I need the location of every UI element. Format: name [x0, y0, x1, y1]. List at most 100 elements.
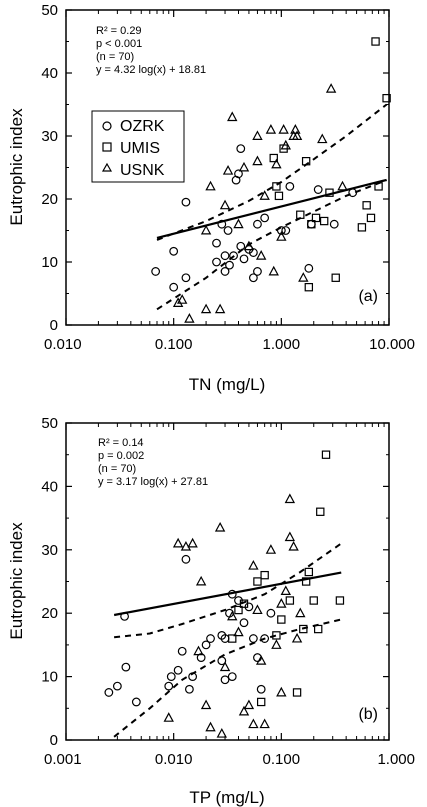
- point-usnk: [252, 130, 263, 140]
- point-usnk: [290, 124, 301, 134]
- point-usnk: [291, 632, 303, 643]
- point-usnk: [238, 705, 250, 716]
- x-tick-label: 0.100: [263, 751, 301, 768]
- point-usnk: [259, 190, 270, 200]
- point-ozrk: [131, 697, 141, 707]
- point-usnk: [216, 727, 228, 738]
- point-umis: [299, 624, 308, 634]
- point-umis: [260, 570, 269, 580]
- point-usnk: [233, 626, 244, 637]
- point-ozrk: [220, 267, 230, 276]
- point-usnk: [248, 718, 259, 729]
- x-tick-label: 1.000: [263, 336, 301, 353]
- point-ozrk: [227, 672, 237, 681]
- point-usnk: [255, 655, 267, 665]
- point-ozrk: [225, 260, 234, 270]
- point-ozrk: [253, 219, 262, 229]
- stat-p-a: p < 0.001: [96, 38, 142, 50]
- point-usnk: [317, 133, 328, 144]
- point-usnk: [187, 537, 198, 548]
- point-usnk: [278, 124, 289, 134]
- point-ozrk: [217, 656, 227, 666]
- point-ozrk: [181, 273, 191, 283]
- series-ozrk: [104, 554, 276, 707]
- point-umis: [234, 605, 243, 615]
- x-axis-label-b: TP (mg/L): [189, 788, 264, 807]
- point-usnk: [243, 699, 255, 710]
- point-ozrk: [227, 589, 237, 599]
- point-umis: [382, 93, 391, 103]
- series-usnk: [163, 493, 306, 738]
- point-ozrk: [239, 254, 249, 264]
- point-umis: [366, 213, 376, 223]
- point-umis: [256, 697, 266, 707]
- x-axis-label-a: TN (mg/L): [189, 375, 266, 394]
- legend-box: [91, 110, 185, 183]
- ci-upper-line: [113, 542, 342, 639]
- point-ozrk: [329, 219, 339, 229]
- point-umis: [301, 577, 311, 586]
- series-umis: [228, 450, 345, 707]
- stat-eq-b: y = 3.17 log(x) + 27.81: [98, 476, 208, 488]
- stat-r2-b: R² = 0.14: [98, 437, 144, 449]
- point-ozrk: [104, 688, 114, 697]
- regression-line: [113, 571, 342, 617]
- point-umis: [314, 624, 323, 634]
- point-usnk: [280, 585, 291, 596]
- y-tick-label: 0: [50, 317, 58, 334]
- stat-n-b: (n = 70): [98, 463, 136, 475]
- point-usnk: [200, 303, 212, 314]
- point-usnk: [255, 250, 267, 260]
- series-umis: [269, 37, 391, 292]
- point-umis: [357, 223, 367, 232]
- point-ozrk: [248, 634, 258, 643]
- y-axis-label-a: Eutrophic index: [7, 108, 26, 226]
- point-umis: [292, 688, 302, 697]
- point-umis: [374, 182, 383, 191]
- point-usnk: [219, 199, 231, 210]
- point-umis: [296, 210, 305, 219]
- point-usnk: [284, 531, 296, 542]
- ci-upper-line: [156, 103, 388, 241]
- point-usnk: [252, 604, 263, 615]
- point-umis: [307, 220, 316, 229]
- point-usnk: [288, 540, 299, 551]
- x-ticks-a: 0.010 0.100 1.000 10.000: [44, 10, 415, 353]
- point-usnk: [276, 686, 287, 697]
- point-usnk: [276, 231, 287, 241]
- point-usnk: [163, 712, 174, 722]
- point-usnk: [268, 265, 279, 276]
- point-usnk: [248, 559, 259, 570]
- x-tick-label: 1.000: [377, 751, 415, 768]
- point-usnk: [193, 645, 204, 656]
- point-usnk: [298, 272, 309, 282]
- point-ozrk: [248, 273, 258, 283]
- y-tick-label: 30: [41, 542, 58, 559]
- point-usnk: [280, 139, 291, 150]
- legend-marker-umis: [102, 142, 112, 152]
- point-umis: [331, 273, 340, 282]
- point-ozrk: [229, 251, 238, 261]
- point-ozrk: [112, 681, 122, 691]
- point-usnk: [243, 240, 255, 251]
- point-umis: [277, 615, 286, 624]
- point-ozrk: [188, 672, 198, 681]
- point-usnk: [233, 218, 244, 229]
- point-usnk: [265, 124, 277, 134]
- point-umis: [272, 182, 281, 191]
- point-ozrk: [181, 197, 191, 207]
- y-tick-label: 20: [41, 191, 58, 208]
- point-umis: [304, 283, 314, 292]
- y-tick-label: 30: [41, 128, 58, 145]
- point-ozrk: [212, 257, 221, 267]
- stat-n-a: (n = 70): [96, 51, 134, 63]
- point-umis: [253, 577, 262, 586]
- point-umis: [309, 596, 318, 605]
- point-ozrk: [166, 672, 176, 681]
- point-ozrk: [206, 634, 215, 643]
- point-ozrk: [120, 611, 129, 621]
- point-usnk: [200, 699, 212, 710]
- y-tick-label: 20: [41, 605, 58, 622]
- point-ozrk: [212, 238, 221, 248]
- point-ozrk: [236, 241, 246, 251]
